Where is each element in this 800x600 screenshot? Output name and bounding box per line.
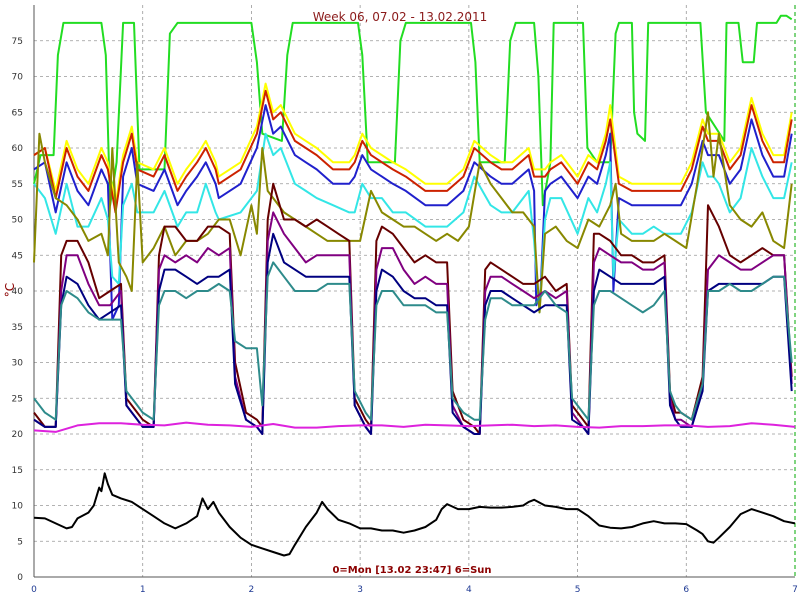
y-tick-label: 30 <box>12 359 24 369</box>
y-axis-label: °C <box>3 283 17 297</box>
x-tick-label: 2 <box>249 585 255 595</box>
y-tick-label: 75 <box>12 37 23 47</box>
series-line-1 <box>33 14 793 207</box>
series-line-2 <box>33 82 793 207</box>
series-line-12 <box>33 472 796 557</box>
series-line-6 <box>33 111 793 314</box>
y-tick-label: 45 <box>12 251 23 261</box>
y-tick-label: 65 <box>12 108 23 118</box>
series-line-5 <box>33 132 793 314</box>
series-line-4 <box>33 104 793 321</box>
y-tick-label: 35 <box>12 323 23 333</box>
chart-series <box>33 14 796 557</box>
x-tick-label: 4 <box>466 585 472 595</box>
y-tick-label: 15 <box>12 466 23 476</box>
series-line-9 <box>33 232 793 435</box>
y-tick-label: 55 <box>12 180 23 190</box>
y-tick-label: 10 <box>12 502 24 512</box>
y-tick-label: 50 <box>12 216 24 226</box>
series-line-7 <box>33 182 793 435</box>
chart-footer: 0=Mon [13.02 23:47] 6=Sun <box>332 565 491 576</box>
series-line-8 <box>33 211 793 435</box>
chart-title: Week 06, 07.02 - 13.02.2011 <box>313 10 488 24</box>
x-tick-label: 6 <box>683 585 689 595</box>
x-tick-label: 0 <box>31 585 37 595</box>
y-tick-label: 5 <box>17 537 23 547</box>
series-line-3 <box>33 89 793 214</box>
y-tick-label: 60 <box>12 144 24 154</box>
chart-grid <box>34 5 796 577</box>
y-tick-label: 70 <box>12 73 24 83</box>
y-tick-label: 25 <box>12 394 23 404</box>
y-tick-label: 40 <box>12 287 24 297</box>
x-tick-label: 3 <box>357 585 363 595</box>
y-tick-label: 0 <box>17 573 23 583</box>
series-line-10 <box>33 261 793 421</box>
x-tick-label: 7 <box>792 585 798 595</box>
series-line-11 <box>33 421 796 433</box>
x-tick-label: 5 <box>575 585 581 595</box>
y-tick-label: 20 <box>12 430 24 440</box>
x-tick-label: 1 <box>140 585 146 595</box>
